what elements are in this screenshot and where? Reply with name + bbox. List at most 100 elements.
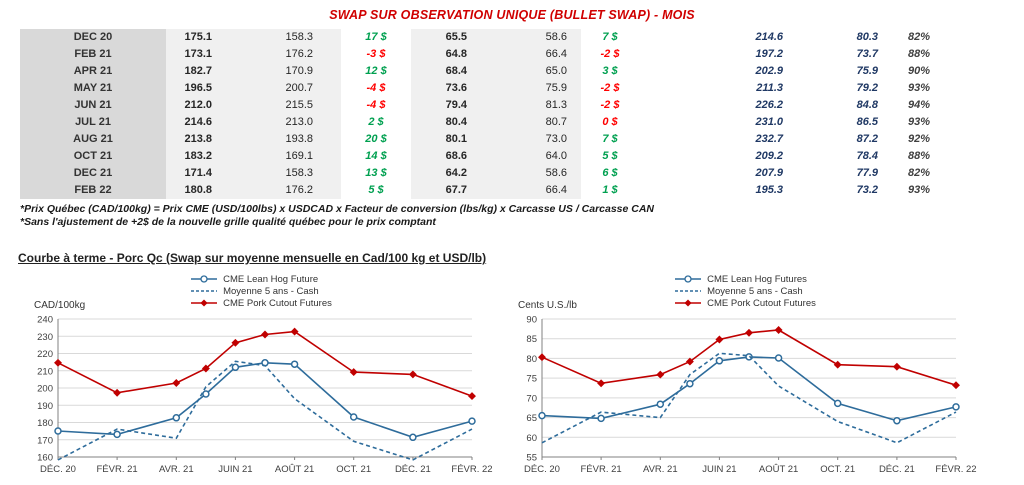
avg-cash-cell: 158.3: [216, 29, 341, 46]
svg-text:FÉVR. 21: FÉVR. 21: [97, 464, 138, 475]
us-price-cell: 80.1: [411, 131, 471, 148]
legend-marker-icon: [675, 290, 702, 292]
avg-cash-cell: 170.9: [216, 63, 341, 80]
svg-text:AOÛT 21: AOÛT 21: [275, 464, 314, 475]
table-row: MAY 21 196.5 200.7 -4 $ 73.6 75.9 -2 $ 211.3 79.…: [20, 80, 932, 97]
us-avg-cell: 80.7: [471, 114, 581, 131]
footnote-adjustment: *Sans l'ajustement de +2$ de la nouvelle…: [20, 216, 436, 228]
us-diff-cell: -2 $: [600, 99, 620, 111]
us-diff-cell: 1 $: [602, 184, 618, 196]
svg-text:FÉVR. 22: FÉVR. 22: [451, 464, 492, 475]
svg-text:80: 80: [526, 354, 537, 365]
svg-text:55: 55: [526, 453, 537, 464]
us-price-cell: 68.4: [411, 63, 471, 80]
svg-text:AVR. 21: AVR. 21: [643, 464, 678, 475]
cutout-uslb-cell: 77.9: [856, 167, 878, 179]
chart-header: CAD/100kg CME Lean Hog Future Moyenne 5 a…: [26, 271, 496, 313]
svg-text:220: 220: [37, 349, 53, 360]
month-cell: APR 21: [20, 63, 166, 80]
avg-cash-cell: 193.8: [216, 131, 341, 148]
month-cell: FEB 21: [20, 46, 166, 63]
cad-diff-cell: 17 $: [365, 31, 387, 43]
us-diff-cell: 0 $: [602, 116, 618, 128]
us-avg-cell: 81.3: [471, 97, 581, 114]
qc-price-cell: 175.1: [166, 29, 216, 46]
cutout-cad-cell: 209.2: [755, 150, 783, 162]
ratio-cell: 93%: [907, 82, 930, 94]
avg-cash-cell: 176.2: [216, 182, 341, 199]
cad-diff-cell: 14 $: [365, 150, 387, 162]
cutout-cad-cell: 195.3: [755, 184, 783, 196]
cutout-uslb-cell: 84.8: [856, 99, 878, 111]
legend-item: CME Lean Hog Future: [190, 273, 332, 285]
cutout-uslb-cell: 86.5: [856, 116, 878, 128]
avg-cash-cell: 200.7: [216, 80, 341, 97]
us-avg-cell: 65.0: [471, 63, 581, 80]
svg-text:210: 210: [37, 366, 53, 377]
us-diff-cell: 6 $: [602, 167, 618, 179]
chart-header: Cents U.S./lb CME Lean Hog Futures Moyenn…: [510, 271, 980, 313]
us-price-cell: 67.7: [411, 182, 471, 199]
svg-text:65: 65: [526, 413, 537, 424]
table-row: APR 21 182.7 170.9 12 $ 68.4 65.0 3 $ 202.9 75.9…: [20, 63, 932, 80]
us-diff-cell: 7 $: [602, 31, 618, 43]
table-row: FEB 22 180.8 176.2 5 $ 67.7 66.4 1 $ 195.3 73.2 9…: [20, 182, 932, 199]
cutout-cad-cell: 207.9: [755, 167, 783, 179]
line-chart-svg: 55 60 65 70 75 80 85 90 DÉC. 20 FÉVR. 21 AVR. 21 JU…: [524, 315, 977, 476]
svg-text:AOÛT 21: AOÛT 21: [759, 464, 798, 475]
swap-table: DEC 20 175.1 158.3 17 $65.5 58.6 7 $214.6 80.3…: [20, 29, 932, 199]
ratio-cell: 82%: [907, 167, 930, 179]
cutout-cad-cell: 226.2: [755, 99, 783, 111]
cutout-uslb-cell: 75.9: [856, 65, 878, 77]
svg-text:160: 160: [37, 453, 53, 464]
us-price-cell: 79.4: [411, 97, 471, 114]
cad-diff-cell: 2 $: [368, 116, 384, 128]
month-cell: FEB 22: [20, 182, 166, 199]
legend-item: CME Pork Cutout Futures: [674, 297, 816, 309]
cad-diff-cell: -4 $: [366, 82, 386, 94]
cad-diff-cell: 5 $: [368, 184, 384, 196]
svg-text:DÉC. 20: DÉC. 20: [524, 464, 560, 475]
table-row: FEB 21 173.1 176.2 -3 $ 64.8 66.4 -2 $ 197.2 73.…: [20, 46, 932, 63]
us-price-cell: 68.6: [411, 148, 471, 165]
legend-marker-icon: [675, 299, 702, 307]
page-title: SWAP SUR OBSERVATION UNIQUE (BULLET SWAP…: [329, 8, 695, 22]
avg-cash-cell: 176.2: [216, 46, 341, 63]
footnote-price-formula: *Prix Québec (CAD/100kg) = Prix CME (USD…: [20, 203, 655, 215]
svg-text:JUIN 21: JUIN 21: [702, 464, 736, 475]
svg-text:OCT. 21: OCT. 21: [820, 464, 855, 475]
svg-text:AVR. 21: AVR. 21: [159, 464, 194, 475]
us-avg-cell: 75.9: [471, 80, 581, 97]
section-title: Courbe à terme - Porc Qc (Swap sur moyen…: [18, 251, 487, 265]
legend-label: Moyenne 5 ans - Cash: [223, 285, 319, 297]
qc-price-cell: 183.2: [166, 148, 216, 165]
us-price-cell: 64.2: [411, 165, 471, 182]
svg-text:180: 180: [37, 418, 53, 429]
us-avg-cell: 73.0: [471, 131, 581, 148]
footnotes: *Prix Québec (CAD/100kg) = Prix CME (USD…: [20, 203, 1024, 229]
qc-price-cell: 180.8: [166, 182, 216, 199]
legend-item: CME Lean Hog Futures: [674, 273, 816, 285]
cad-diff-cell: 12 $: [365, 65, 387, 77]
svg-text:OCT. 21: OCT. 21: [336, 464, 371, 475]
y-axis-label: Cents U.S./lb: [518, 300, 577, 311]
us-price-cell: 65.5: [411, 29, 471, 46]
month-cell: OCT 21: [20, 148, 166, 165]
svg-text:DÉC. 21: DÉC. 21: [395, 464, 431, 475]
avg-cash-cell: 169.1: [216, 148, 341, 165]
chart-cad-100kg: CAD/100kg CME Lean Hog Future Moyenne 5 a…: [26, 269, 496, 481]
table-row: DEC 20 175.1 158.3 17 $ 65.5 58.6 7 $ 214.6 80.3…: [20, 29, 932, 46]
us-price-cell: 80.4: [411, 114, 471, 131]
cutout-uslb-cell: 73.2: [856, 184, 878, 196]
chart-cents-us-lb: Cents U.S./lb CME Lean Hog Futures Moyenn…: [510, 269, 980, 481]
ratio-cell: 82%: [907, 31, 930, 43]
svg-text:60: 60: [526, 433, 537, 444]
svg-text:170: 170: [37, 435, 53, 446]
cutout-uslb-cell: 87.2: [856, 133, 878, 145]
qc-price-cell: 213.8: [166, 131, 216, 148]
us-avg-cell: 58.6: [471, 29, 581, 46]
svg-text:FÉVR. 22: FÉVR. 22: [935, 464, 976, 475]
svg-text:85: 85: [526, 334, 537, 345]
cutout-uslb-cell: 73.7: [856, 48, 878, 60]
svg-text:90: 90: [526, 315, 537, 326]
